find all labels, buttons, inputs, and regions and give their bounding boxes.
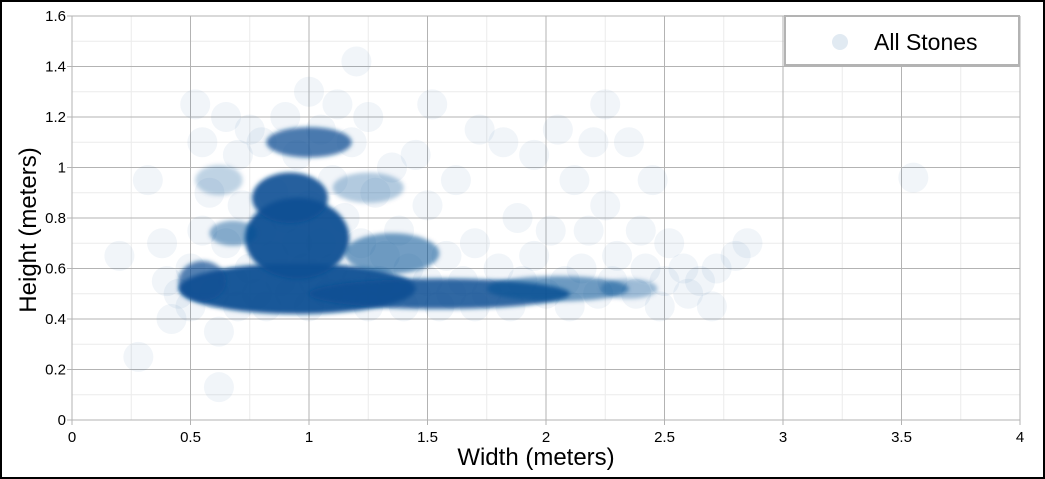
scatter-point (502, 203, 533, 233)
x-tick-label: 2.5 (654, 429, 675, 446)
scatter-point (294, 76, 324, 107)
scatter-point (613, 127, 644, 158)
scatter-point (459, 228, 490, 259)
scatter-point (234, 114, 265, 145)
scatter-point (440, 165, 471, 196)
scatter-point (246, 127, 277, 158)
scatter-point (559, 165, 590, 196)
density-cluster (332, 172, 404, 203)
scatter-point (701, 253, 732, 284)
scatter-point (222, 139, 253, 170)
density-cluster (600, 278, 658, 299)
scatter-point (542, 114, 573, 145)
y-tick-label: 0.6 (45, 261, 66, 278)
scatter-point (211, 102, 242, 132)
scatter-point (488, 127, 519, 158)
scatter-point (123, 341, 154, 372)
scatter-point (270, 102, 301, 132)
scatter-point (180, 89, 211, 120)
scatter-point (673, 278, 704, 309)
scatter-point (573, 215, 604, 246)
scatter-point (187, 127, 218, 158)
scatter-point (519, 139, 550, 170)
scatter-point (322, 89, 353, 120)
scatter-point (187, 215, 218, 246)
scatter-point (400, 139, 431, 170)
y-tick-label: 0.4 (45, 311, 66, 328)
scatter-point (898, 162, 929, 193)
density-cluster (209, 220, 257, 246)
scatter-point (519, 240, 550, 271)
scatter-point (685, 266, 716, 297)
x-tick-label: 1 (305, 429, 313, 446)
scatter-point (353, 102, 384, 132)
x-tick-label: 0.5 (180, 429, 201, 446)
scatter-point (464, 114, 495, 145)
legend: All Stones (784, 15, 1020, 66)
density-cluster (178, 260, 227, 302)
scatter-point (227, 190, 258, 221)
x-tick-label: 3 (779, 429, 787, 446)
scatter-point (654, 228, 685, 259)
scatter-point (668, 253, 699, 284)
scatter-point (590, 190, 621, 221)
y-tick-label: 1.6 (45, 8, 66, 25)
y-tick-label: 1.4 (45, 59, 66, 76)
x-tick-labels: 0 0.5 1 1.5 2 2.5 3 3.5 4 (68, 420, 1024, 446)
scatter-point (431, 240, 462, 271)
y-tick-label: 1 (58, 160, 66, 177)
scatter-point (720, 240, 751, 271)
x-tick-label: 1.5 (417, 429, 438, 446)
x-axis-label: Width (meters) (457, 444, 614, 471)
scatter-point (566, 253, 597, 284)
density-cluster (486, 276, 629, 302)
x-tick-label: 3.5 (891, 429, 912, 446)
scatter-point (412, 190, 443, 221)
legend-marker (832, 34, 848, 50)
y-axis-label: Height (meters) (15, 147, 42, 312)
scatter-point (203, 316, 234, 347)
scatter-point (341, 46, 372, 77)
scatter-point (483, 253, 514, 284)
data-points (104, 46, 929, 403)
y-tick-label: 1.2 (45, 109, 66, 126)
x-tick-label: 0 (68, 429, 76, 446)
scatter-point (732, 228, 763, 259)
scatter-point (535, 215, 566, 246)
y-tick-label: 0.2 (45, 362, 66, 379)
scatter-point (156, 304, 187, 334)
scatter-point (578, 127, 609, 158)
scatter-point (132, 165, 163, 196)
scatter-point (602, 240, 633, 271)
density-cluster (344, 233, 440, 274)
x-tick-label: 4 (1016, 429, 1024, 446)
density-cluster (266, 127, 352, 158)
scatter-point (104, 240, 135, 271)
legend-label: All Stones (874, 29, 978, 55)
scatter-point (630, 253, 661, 284)
scatter-point (151, 266, 182, 297)
density-cluster (195, 164, 243, 196)
scatter-point (644, 291, 675, 322)
density-cluster (252, 172, 328, 224)
scatter-point (417, 89, 448, 120)
legend-box (784, 15, 1020, 66)
y-tick-labels: 0 0.2 0.4 0.6 0.8 1 1.2 1.4 1.6 (45, 8, 72, 429)
y-tick-label: 0.8 (45, 210, 66, 227)
x-tick-label: 2 (542, 429, 550, 446)
scatter-point (696, 291, 727, 322)
scatter-point (147, 228, 178, 259)
scatter-point (203, 372, 234, 403)
y-tick-label: 0 (58, 412, 66, 429)
scatter-point (637, 165, 668, 196)
scatter-point (625, 215, 656, 246)
scatter-point (590, 89, 621, 120)
